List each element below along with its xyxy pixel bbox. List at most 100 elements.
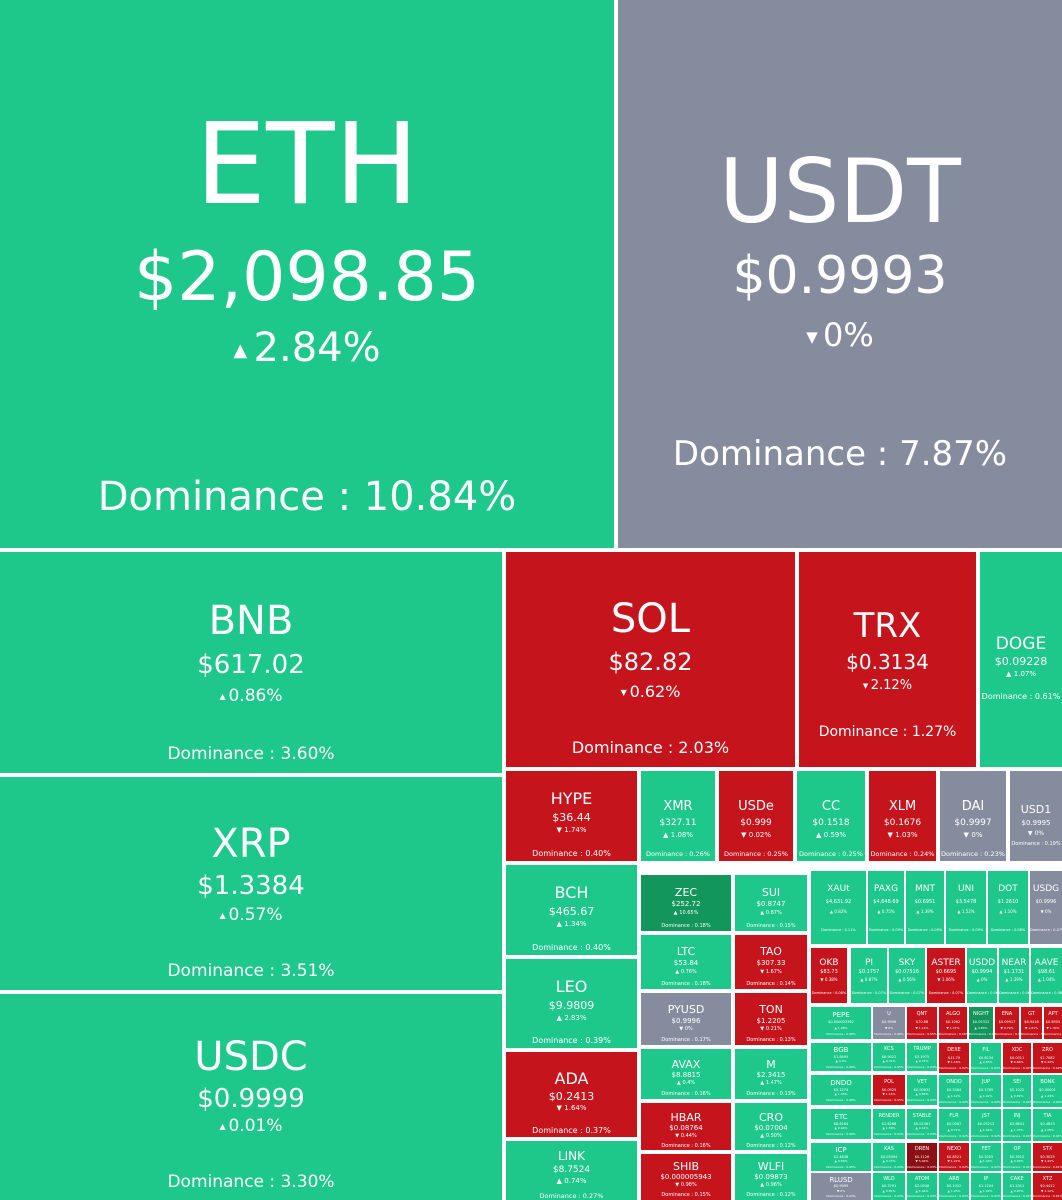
coin-symbol: XAUt	[827, 884, 850, 894]
tile-op[interactable]: OP $0.3912 ▲0.93% Dominance : 0.01%	[1003, 1143, 1031, 1171]
tile-usdt[interactable]: USDT $0.9993 ▼ 0% Dominance : 7.87%	[618, 0, 1062, 548]
tile-m[interactable]: M $2.3415 ▲ 1.47% Dominance : 0.13%	[735, 1049, 807, 1099]
tile-okb[interactable]: OKB $83.73 ▼0.38% Dominance : 0.08%	[811, 948, 847, 1003]
coin-change: ▼1.14%	[915, 1026, 929, 1030]
tile-xlm[interactable]: XLM $0.1676 ▼ 1.03% Dominance : 0.24%	[869, 771, 936, 861]
tile-cake[interactable]: CAKE $1.2311 ▲0.87% Dominance : 0.01%	[1003, 1173, 1031, 1200]
tile-atom[interactable]: ATOM $2.0548 ▲1.04% Dominance : 0.03%	[907, 1173, 937, 1200]
tile-arb[interactable]: ARB $0.1052 ▲1.25% Dominance : 0.02%	[939, 1173, 969, 1200]
tile-usdd[interactable]: USDD$0.9994 ▲0% Dominance : 0.06%	[967, 948, 997, 1003]
tile-ena[interactable]: ENA $0.09917 ▼0.79% Dominance : 0.04%	[995, 1007, 1019, 1039]
tile-mnt[interactable]: MNT $0.6951 ▲1.39% Dominance : 0.09%	[906, 871, 944, 944]
tile-uni[interactable]: UNI $3.5478 ▲1.52% Dominance : 0.09%	[946, 871, 986, 944]
tile-ltc[interactable]: LTC $53.84 ▲ 0.76% Dominance : 0.18%	[641, 935, 731, 989]
tile-near[interactable]: NEAR$1.1731 ▲1.39% Dominance : 0.06%	[999, 948, 1029, 1003]
tile-cro[interactable]: CRO $0.07004 ▲ 0.50% Dominance : 0.12%	[735, 1103, 807, 1150]
tile-fil[interactable]: FIL $0.8134 ▲0.85% Dominance : 0.02%	[971, 1043, 1001, 1073]
triangle-up-icon: ▲	[974, 1026, 977, 1030]
tile-sui[interactable]: SUI $0.8747 ▲ 0.87% Dominance : 0.15%	[735, 875, 807, 931]
tile-pi[interactable]: PI $0.1757 ▲0.87% Dominance : 0.07%	[851, 948, 887, 1003]
tile-etc[interactable]: ETC $8.6164 ▲0.94% Dominance : 0.06%	[811, 1109, 871, 1139]
tile-paxg[interactable]: PAXG $4,648.69 ▲0.75% Dominance : 0.09%	[868, 871, 904, 944]
tile-pepe[interactable]: PEPE $0.000003362 ▲1.38% Dominance : 0.06%	[811, 1007, 871, 1039]
tile-eth[interactable]: ETH $2,098.85 ▲ 2.84% Dominance : 10.84%	[0, 0, 614, 548]
tile-shib[interactable]: SHIB $0.000005943 ▼ 0.98% Dominance : 0.1…	[641, 1154, 731, 1200]
tile-jst[interactable]: JST $0.03212 ▲1.04% Dominance : 0.02%	[971, 1109, 1001, 1141]
tile-jup[interactable]: JUP $0.1765 ▲1.42% Dominance : 0.02%	[971, 1075, 1001, 1107]
tile-avax[interactable]: AVAX $8.8815 ▲ 0.4% Dominance : 0.16%	[641, 1049, 731, 1099]
tile-pol[interactable]: POL $0.0925 ▼1.14% Dominance : 0.05%	[873, 1075, 905, 1105]
coin-dominance: Dominance : 0.02%	[939, 1134, 969, 1138]
tile-leo[interactable]: LEO $9.9809 ▲ 2.83% Dominance : 0.39%	[506, 959, 637, 1048]
tile-hype[interactable]: HYPE $36.44 ▼ 1.74% Dominance : 0.40%	[506, 771, 637, 861]
tile-stable[interactable]: STABLE $0.02361 ▲0.41% Dominance : 0.03%	[907, 1109, 937, 1139]
tile-tao[interactable]: TAO $307.33 ▼ 1.67% Dominance : 0.14%	[735, 935, 807, 989]
tile-aster[interactable]: ASTER $0.6695 ▼1.06% Dominance : 0.07%	[927, 948, 965, 1003]
tile-render[interactable]: RENDER $1.6268 ▲1.59% Dominance : 0.04%	[873, 1109, 905, 1139]
tile-dren[interactable]: DREN $0.1126 ▼5.04% Dominance : 0.03%	[907, 1143, 937, 1171]
tile-trx[interactable]: TRX $0.3134 ▼ 2.12% Dominance : 1.27%	[799, 552, 976, 767]
tile-vet[interactable]: VET $0.00632 ▲0.84% Dominance : 0.04%	[907, 1075, 937, 1105]
tile-bgb[interactable]: BGB $1.8495 ▲0.4% Dominance : 0.06%	[811, 1043, 871, 1071]
tile-hbar[interactable]: HBAR $0.08764 ▼ 0.44% Dominance : 0.16%	[641, 1103, 731, 1150]
tile-bonk[interactable]: BONK $0.00001 ▲1.24% Dominance : 0.02%	[1033, 1075, 1062, 1107]
tile-ip[interactable]: IP $1.1204 ▲1.02% Dominance : 0.01%	[971, 1173, 1001, 1200]
tile-dai[interactable]: DAI $0.9997 ▼ 0% Dominance : 0.23%	[940, 771, 1006, 861]
triangle-down-icon: ▼	[1041, 1060, 1044, 1064]
tile-sei[interactable]: SEI $0.1022 ▲0.82% Dominance : 0.02%	[1003, 1075, 1031, 1107]
tile-fet[interactable]: FET $0.2055 ▲1.44% Dominance : 0.02%	[971, 1143, 1001, 1171]
tile-ton[interactable]: TON $1.2205 ▼ 0.21% Dominance : 0.13%	[735, 993, 807, 1045]
tile-sky[interactable]: SKY $0.07516 ▲0.56% Dominance : 0.07%	[889, 948, 925, 1003]
tile-link[interactable]: LINK $8.7524 ▲ 0.74% Dominance : 0.27%	[506, 1141, 637, 1200]
tile-kas[interactable]: KAS $0.03094 ▲0.77% Dominance : 0.04%	[873, 1143, 905, 1171]
coin-change: ▼0%	[1027, 830, 1045, 837]
tile-bnb[interactable]: BNB $617.02 ▲ 0.86% Dominance : 3.60%	[0, 552, 502, 773]
tile-dndo[interactable]: DNDO $0.1274 ▲1.33% Dominance : 0.06%	[811, 1075, 871, 1105]
tile-xdc[interactable]: XDC $0.0311 ▼0.86% Dominance : 0.02%	[1003, 1043, 1031, 1073]
tile-wld[interactable]: WLD $0.3791 ▲0.81% Dominance : 0.04%	[873, 1173, 905, 1200]
tile-gt[interactable]: GT $6.9416 ▼1.61% Dominance : 0.04%	[1021, 1007, 1042, 1039]
coin-price: $2.4638	[833, 1155, 849, 1159]
tile-kcs[interactable]: KCS $8.9021 ▲0.31% Dominance : 0.05%	[873, 1043, 905, 1071]
tile-night[interactable]: NIGHT $0.05312 ▲4.83% Dominance : 0.04%	[969, 1007, 993, 1039]
tile-usd1[interactable]: USD1 $0.9995 ▼ 0% Dominance : 0.19%	[1010, 771, 1062, 861]
coin-change: ▼0.43%	[1041, 1060, 1054, 1064]
tile-xmr[interactable]: XMR $327.11 ▲ 1.08% Dominance : 0.26%	[641, 771, 715, 861]
coin-dominance: Dominance : 0.40%	[532, 849, 611, 858]
tile-zro[interactable]: ZRO $1.7082 ▼0.43% Dominance : 0.02%	[1033, 1043, 1062, 1073]
tile-xrp[interactable]: XRP $1.3384 ▲ 0.57% Dominance : 3.51%	[0, 777, 502, 990]
tile-algo[interactable]: ALGO $0.1062 ▼1.37% Dominance : 0.04%	[939, 1007, 967, 1039]
tile-rlusd[interactable]: RLUSD $0.9995 ▼0% Dominance : 0.04%	[811, 1173, 871, 1200]
tile-sol[interactable]: SOL $82.82 ▼ 0.62% Dominance : 2.03%	[506, 552, 795, 767]
tile-dot[interactable]: DOT $1.2610 ▲1.10% Dominance : 0.08%	[988, 871, 1028, 944]
tile-aave[interactable]: AAVE $98.61 ▲1.04% Dominance : 0.06%	[1031, 948, 1062, 1003]
tile-sky2[interactable]: STX $0.3025 ▼1.44% Dominance : 0.01%	[1033, 1143, 1062, 1171]
tile-ondo[interactable]: ONDO $0.2584 ▲1.12% Dominance : 0.02%	[939, 1075, 969, 1107]
tile-trump[interactable]: TRUMP $3.1975 ▲0.75% Dominance : 0.04%	[907, 1043, 937, 1071]
tile-xtz[interactable]: XTZ $0.4412 ▼1.12% Dominance : 0.01%	[1033, 1173, 1062, 1200]
tile-usdc[interactable]: USDC $0.9999 ▲ 0.01% Dominance : 3.30%	[0, 994, 502, 1200]
tile-ada[interactable]: ADA $0.2413 ▼ 1.64% Dominance : 0.37%	[506, 1052, 637, 1137]
tile-cc[interactable]: CC $0.1518 ▲ 0.59% Dominance : 0.25%	[797, 771, 865, 861]
tile-usdg[interactable]: USDG $0.9996 ▼0% Dominance : 0.07%	[1030, 871, 1062, 944]
tile-bch[interactable]: BCH $465.67 ▲ 1.34% Dominance : 0.40%	[506, 865, 637, 955]
tile-flr[interactable]: FLR $0.0087 ▲0.71% Dominance : 0.02%	[939, 1109, 969, 1141]
tile-icp[interactable]: ICP $2.4638 ▲0.59% Dominance : 0.05%	[811, 1143, 871, 1171]
coin-symbol: ZRO	[1042, 1047, 1053, 1053]
tile-wlfi[interactable]: WLFI $0.09873 ▲ 0.96% Dominance : 0.12%	[735, 1154, 807, 1200]
tile-dexe[interactable]: DEXE $11.79 ▼1.18% Dominance : 0.02%	[939, 1043, 969, 1073]
tile-apt[interactable]: APT $0.8955 ▼1.30% Dominance : 0.03%	[1044, 1007, 1062, 1039]
tile-inj[interactable]: INJ $3.6841 ▲1.37% Dominance : 0.01%	[1003, 1109, 1031, 1141]
tile-qnt[interactable]: QNT $70.88 ▼1.14% Dominance : 0.05%	[907, 1007, 937, 1039]
tile-u[interactable]: U $0.9996 ▼0% Dominance : 0.06%	[873, 1007, 905, 1039]
tile-zec[interactable]: ZEC $252.72 ▲ 10.65% Dominance : 0.18%	[641, 875, 731, 931]
coin-price: $0.1765	[978, 1088, 994, 1092]
tile-xaut[interactable]: XAUt $4,631.92 ▲0.82% Dominance : 0.11%	[811, 871, 866, 944]
tile-nexo[interactable]: NEXO $0.8521 ▼1.22% Dominance : 0.02%	[939, 1143, 969, 1171]
tile-pyusd[interactable]: PYUSD $0.9996 ▼ 0% Dominance : 0.17%	[641, 993, 731, 1045]
triangle-down-icon: ▼	[675, 1133, 680, 1139]
tile-doge[interactable]: DOGE $0.09228 ▲ 1.07% Dominance : 0.61%	[980, 552, 1062, 767]
tile-tia[interactable]: TIA $0.4823 ▲1.05% Dominance : 0.01%	[1033, 1109, 1062, 1141]
triangle-up-icon: ▲	[979, 1159, 982, 1163]
tile-usde[interactable]: USDe $0.999 ▼ 0.02% Dominance : 0.25%	[719, 771, 793, 861]
